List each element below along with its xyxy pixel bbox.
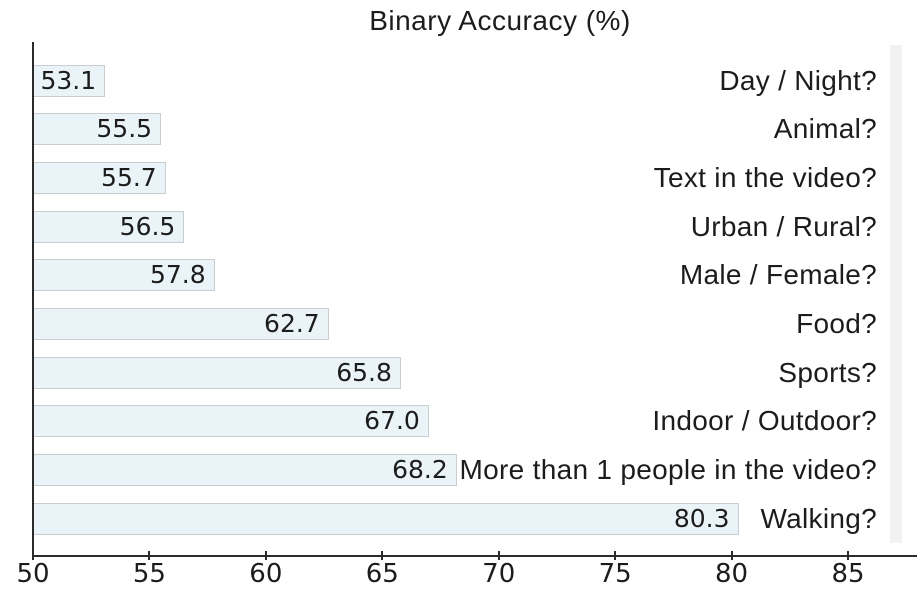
category-label: More than 1 people in the video? (459, 453, 877, 485)
y-axis-spine (32, 42, 34, 556)
bar (33, 356, 401, 389)
x-tick-label: 55 (132, 559, 166, 589)
x-tick-mark (264, 551, 267, 560)
bar-value-label: 65.8 (336, 357, 392, 387)
category-label: Food? (796, 307, 877, 339)
bar (33, 64, 106, 97)
x-axis-line (32, 555, 917, 557)
x-tick-label: 65 (365, 559, 399, 589)
bar-value-label: 80.3 (673, 503, 730, 533)
x-tick-mark (148, 551, 151, 560)
bar-value-label: 62.7 (264, 308, 320, 338)
category-label: Sports? (778, 356, 877, 388)
x-tick-label: 50 (16, 559, 50, 589)
bar (33, 405, 429, 438)
x-tick-mark (846, 551, 849, 560)
bar-value-label: 68.2 (392, 454, 448, 484)
x-tick-mark (32, 551, 34, 560)
x-tick-label: 75 (598, 559, 632, 589)
x-tick-label: 80 (715, 559, 749, 589)
x-tick-mark (381, 551, 384, 560)
x-tick-label: 60 (249, 559, 283, 589)
bar (33, 502, 739, 535)
bar-value-label: 53.1 (40, 65, 97, 95)
x-tick-label: 70 (482, 559, 516, 589)
cropped-adjacent-panel-strip (890, 45, 902, 543)
x-tick-mark (497, 551, 500, 560)
x-tick-mark (614, 551, 617, 560)
bar (33, 307, 329, 340)
bar-value-label: 55.7 (101, 162, 157, 192)
bar-value-label: 55.5 (96, 114, 153, 144)
bar (33, 259, 215, 292)
category-label: Urban / Rural? (690, 210, 877, 242)
bar (33, 161, 166, 194)
category-label: Animal? (773, 113, 877, 145)
bar (33, 113, 162, 146)
category-label: Indoor / Outdoor? (652, 405, 877, 437)
bar-value-label: 57.8 (149, 260, 206, 290)
bar-value-label: 67.0 (364, 406, 420, 436)
category-label: Day / Night? (719, 64, 877, 96)
x-tick-label: 85 (831, 559, 865, 589)
bar (33, 453, 457, 486)
category-label: Male / Female? (679, 259, 877, 291)
bar-value-label: 56.5 (119, 211, 176, 241)
bar (33, 210, 185, 243)
category-label: Walking? (760, 502, 877, 534)
x-tick-mark (730, 551, 733, 560)
category-label: Text in the video? (653, 161, 877, 193)
chart-title: Binary Accuracy (%) (369, 5, 631, 36)
